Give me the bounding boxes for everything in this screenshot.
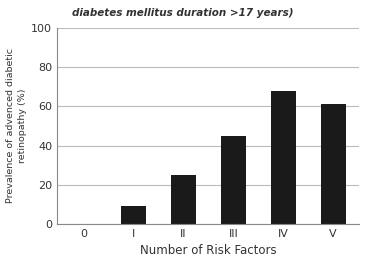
Bar — [171, 175, 196, 224]
Bar — [121, 206, 146, 224]
Bar — [271, 91, 296, 224]
Y-axis label: Prevalence of advenced diabetic
retinopathy (%): Prevalence of advenced diabetic retinopa… — [5, 48, 27, 204]
X-axis label: Number of Risk Factors: Number of Risk Factors — [140, 244, 277, 257]
Bar — [221, 136, 246, 224]
Text: diabetes mellitus duration >17 years): diabetes mellitus duration >17 years) — [72, 8, 293, 18]
Bar — [321, 104, 346, 224]
